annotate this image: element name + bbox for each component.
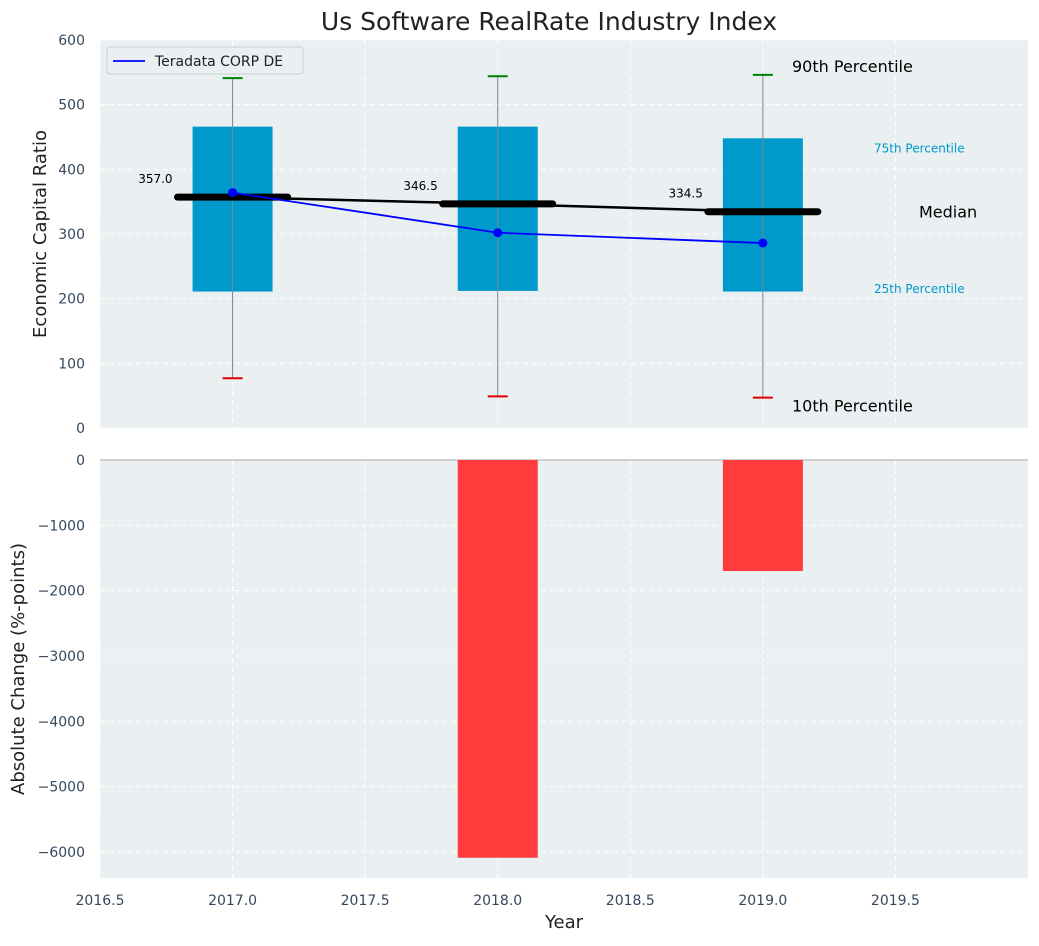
x-tick-label: 2017.5: [341, 893, 390, 909]
x-tick-label: 2018.5: [606, 893, 655, 909]
chart-title: Us Software RealRate Industry Index: [321, 7, 777, 36]
bottom-y-tick-label: 0: [76, 453, 85, 469]
bottom-y-tick-label: −5000: [38, 780, 85, 796]
median-value-label: 334.5: [668, 187, 702, 201]
median-value-label: 346.5: [403, 179, 437, 193]
bottom-y-axis-label: Absolute Change (%-points): [8, 543, 29, 795]
top-y-axis-label: Economic Capital Ratio: [30, 130, 51, 338]
bottom-y-tick-label: −3000: [38, 649, 85, 665]
legend-entry-label: Teradata CORP DE: [154, 54, 283, 70]
legend: Teradata CORP DE: [106, 46, 304, 75]
percentile-annotations: 90th Percentile 75th Percentile Median 25th…: [792, 57, 977, 416]
top-plot-content: 357.0 346.5 334.5: [138, 73, 822, 399]
top-y-tick-label: 300: [58, 227, 85, 243]
x-tick-label: 2018.0: [473, 893, 522, 909]
x-tick-label: 2017.0: [208, 893, 257, 909]
change-bar: [722, 460, 803, 572]
annotation-median: Median: [919, 203, 977, 222]
annotation-10th-percentile: 10th Percentile: [792, 397, 913, 416]
x-axis-label: Year: [544, 912, 584, 933]
bottom-y-tick-label: −4000: [38, 714, 85, 730]
company-series-point: [228, 188, 238, 198]
top-y-tick-label: 400: [58, 162, 85, 178]
top-y-tick-label: 200: [58, 292, 85, 308]
bottom-y-tick-label: −2000: [38, 584, 85, 600]
median-value-label: 357.0: [138, 172, 172, 186]
bottom-y-tick-label: −6000: [38, 845, 85, 861]
top-y-tick-label: 500: [58, 98, 85, 114]
x-tick-label: 2019.5: [871, 893, 920, 909]
change-bar: [457, 460, 538, 858]
bottom-plot-area: [100, 460, 1028, 878]
bottom-y-tick-labels: 0 −1000 −2000 −3000 −4000 −5000 −6000: [38, 453, 85, 861]
x-tick-label: 2019.0: [738, 893, 787, 909]
annotation-90th-percentile: 90th Percentile: [792, 57, 913, 76]
bottom-plot-content: [100, 459, 1028, 858]
company-series-point: [758, 238, 768, 248]
x-tick-label: 2016.5: [76, 893, 125, 909]
bottom-y-tick-label: −1000: [38, 518, 85, 534]
company-series-point: [493, 228, 503, 238]
top-y-tick-label: 100: [58, 356, 85, 372]
annotation-75th-percentile: 75th Percentile: [874, 142, 965, 156]
top-y-tick-labels: 0 100 200 300 400 500 600: [58, 33, 85, 437]
top-y-tick-label: 0: [76, 421, 85, 437]
legend-box: [106, 46, 304, 75]
x-tick-labels: 2016.5 2017.0 2017.5 2018.0 2018.5 2019.0 2019…: [76, 893, 920, 909]
annotation-25th-percentile: 25th Percentile: [874, 282, 965, 296]
top-y-tick-label: 600: [58, 33, 85, 49]
